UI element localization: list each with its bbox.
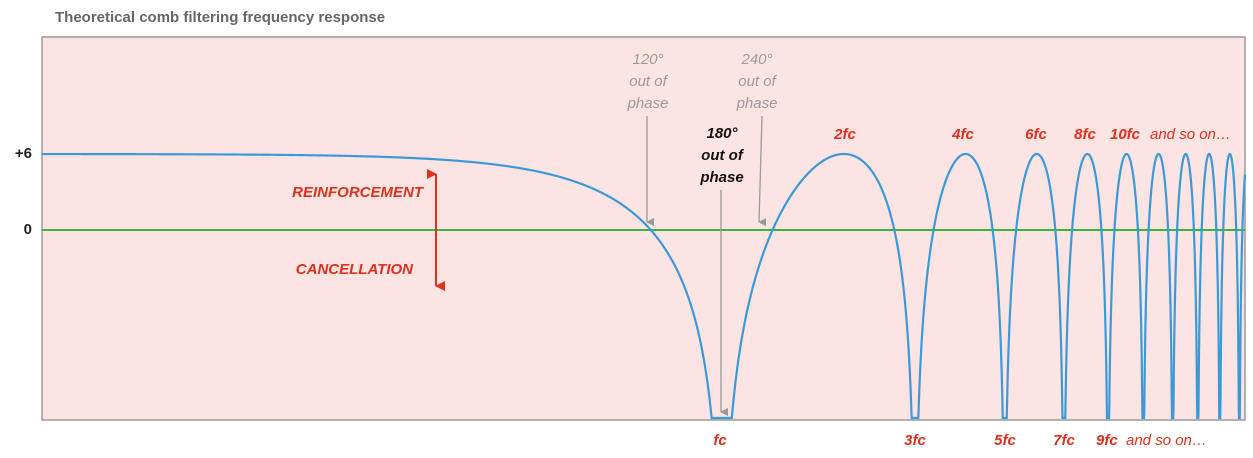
y-label: 0 bbox=[24, 221, 32, 238]
phase-angle: 180° bbox=[706, 125, 738, 142]
peak-label: 6fc bbox=[1025, 126, 1047, 143]
peak-label: 10fc bbox=[1110, 126, 1141, 143]
null-label: 7fc bbox=[1053, 432, 1075, 449]
y-label: +6 bbox=[15, 145, 32, 162]
arrow bbox=[758, 115, 767, 227]
null-label: fc bbox=[713, 432, 727, 449]
peak-suffix: and so on… bbox=[1150, 126, 1231, 143]
region-label: REINFORCEMENT bbox=[292, 184, 425, 201]
null-label: 5fc bbox=[994, 432, 1016, 449]
phase-note: phase bbox=[627, 95, 669, 112]
phase-angle: 240° bbox=[740, 51, 772, 68]
null-suffix: and so on… bbox=[1126, 432, 1207, 449]
null-label: 9fc bbox=[1096, 432, 1118, 449]
response-curve bbox=[42, 152, 1247, 420]
region-label: CANCELLATION bbox=[296, 261, 414, 278]
phase-note: phase bbox=[736, 95, 778, 112]
phase-angle: 120° bbox=[632, 51, 663, 68]
phase-note: out of bbox=[738, 73, 777, 90]
peak-label: 8fc bbox=[1074, 126, 1096, 143]
phase-note: out of bbox=[629, 73, 668, 90]
phase-note: out of bbox=[701, 147, 745, 164]
peak-label: 2fc bbox=[833, 126, 856, 143]
plot-area bbox=[41, 36, 1246, 421]
peak-label: 4fc bbox=[951, 126, 974, 143]
null-label: 3fc bbox=[904, 432, 926, 449]
phase-note: phase bbox=[699, 169, 743, 186]
title: Theoretical comb filtering frequency res… bbox=[55, 9, 385, 26]
